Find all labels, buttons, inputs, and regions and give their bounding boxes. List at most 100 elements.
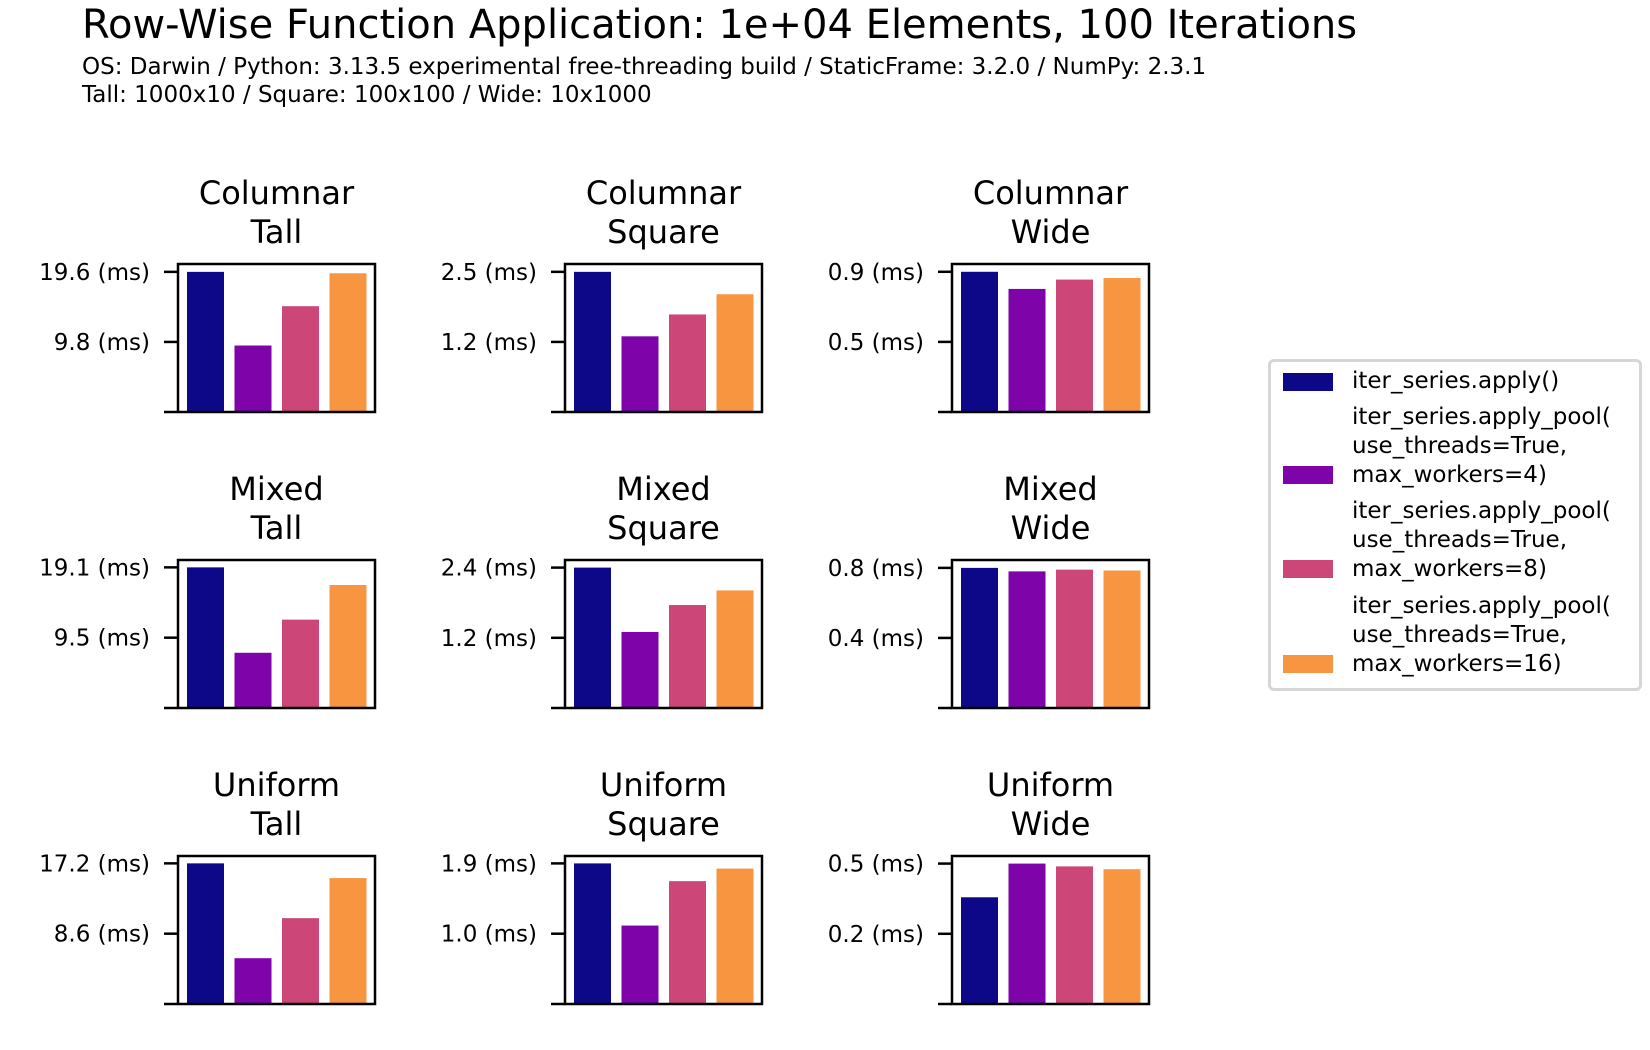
subplot-title: Uniform	[213, 766, 340, 804]
legend-swatch	[1283, 373, 1333, 391]
bar	[669, 314, 706, 412]
subplot-title: Wide	[1011, 805, 1091, 843]
bar	[329, 585, 367, 708]
subplot-title: Mixed	[616, 470, 710, 508]
bar	[1103, 869, 1141, 1004]
subplot-title: Square	[607, 213, 720, 251]
bar	[234, 652, 272, 708]
legend-swatch	[1283, 560, 1333, 578]
y-tick-label: 1.9 (ms)	[441, 851, 537, 877]
subplot-title: Columnar	[586, 174, 742, 212]
bar	[574, 567, 611, 708]
subplot-title: Wide	[1011, 509, 1091, 547]
bar	[1103, 570, 1141, 708]
y-tick-label: 19.1 (ms)	[39, 555, 150, 581]
bar	[187, 271, 224, 412]
subplot-title: Columnar	[973, 174, 1129, 212]
y-tick-label: 17.2 (ms)	[39, 851, 150, 877]
bar	[621, 336, 659, 412]
y-tick-label: 9.5 (ms)	[54, 626, 150, 652]
y-tick-label: 0.4 (ms)	[828, 626, 924, 652]
bar	[669, 605, 706, 708]
bar	[574, 863, 611, 1004]
bar	[961, 567, 998, 708]
plot-frame	[176, 262, 377, 414]
legend-swatch	[1283, 466, 1333, 484]
bar	[1103, 278, 1141, 412]
y-tick-label: 1.2 (ms)	[441, 330, 537, 356]
y-tick-label: 8.6 (ms)	[54, 922, 150, 948]
subplot-title: Tall	[250, 213, 303, 251]
bar	[282, 306, 319, 412]
bar	[1056, 279, 1093, 412]
subplot-title: Uniform	[987, 766, 1114, 804]
bar	[1008, 288, 1046, 412]
bar	[716, 590, 754, 708]
bar	[716, 868, 754, 1004]
legend-label: iter_series.apply()	[1352, 368, 1560, 394]
y-tick-label: 1.2 (ms)	[441, 626, 537, 652]
figure-subtitle-shapes: Tall: 1000x10 / Square: 100x100 / Wide: …	[82, 82, 652, 108]
y-tick-label: 9.8 (ms)	[54, 330, 150, 356]
plot-frame	[176, 854, 377, 1006]
subplot-title: Tall	[250, 509, 303, 547]
subplot-title: Tall	[250, 805, 303, 843]
plot-frame	[563, 262, 764, 414]
subplot-title: Uniform	[600, 766, 727, 804]
y-tick-label: 0.9 (ms)	[828, 260, 924, 286]
legend-label: iter_series.apply_pool( use_threads=True…	[1352, 593, 1611, 677]
plot-frame	[950, 262, 1151, 414]
subplot-title: Mixed	[1003, 470, 1097, 508]
figure-subtitle-system: OS: Darwin / Python: 3.13.5 experimental…	[82, 54, 1207, 80]
subplot-title: Mixed	[229, 470, 323, 508]
plot-frame	[950, 854, 1151, 1006]
y-tick-label: 1.0 (ms)	[441, 922, 537, 948]
bar	[961, 271, 998, 412]
subplot-title: Columnar	[199, 174, 355, 212]
bar	[1056, 866, 1093, 1004]
legend: iter_series.apply() iter_series.apply_poo…	[1268, 359, 1642, 691]
bar	[961, 897, 998, 1004]
bar	[716, 294, 754, 412]
legend-label: iter_series.apply_pool( use_threads=True…	[1352, 404, 1611, 488]
plot-frame	[950, 558, 1151, 710]
bar	[187, 863, 224, 1004]
bar	[329, 878, 367, 1004]
plot-frame	[176, 558, 377, 710]
bar	[669, 881, 706, 1004]
bar	[282, 619, 319, 708]
figure-title: Row-Wise Function Application: 1e+04 Ele…	[82, 2, 1358, 48]
bar	[329, 273, 367, 412]
plot-frame	[563, 854, 764, 1006]
y-tick-label: 2.5 (ms)	[441, 260, 537, 286]
subplot-title: Wide	[1011, 213, 1091, 251]
bar	[1008, 863, 1046, 1004]
y-tick-label: 0.2 (ms)	[828, 922, 924, 948]
legend-swatch	[1283, 655, 1333, 673]
y-tick-label: 0.5 (ms)	[828, 330, 924, 356]
subplot-title: Square	[607, 509, 720, 547]
bar	[282, 918, 319, 1004]
y-tick-label: 19.6 (ms)	[39, 260, 150, 286]
y-tick-label: 0.5 (ms)	[828, 852, 924, 878]
bar	[187, 567, 224, 708]
bar	[234, 958, 272, 1004]
y-tick-label: 2.4 (ms)	[441, 556, 537, 582]
plot-frame	[563, 558, 764, 710]
legend-label: iter_series.apply_pool( use_threads=True…	[1352, 498, 1611, 582]
bar	[1008, 571, 1046, 708]
bar	[621, 631, 659, 708]
bar	[234, 345, 272, 412]
subplot-title: Square	[607, 805, 720, 843]
y-tick-label: 0.8 (ms)	[828, 556, 924, 582]
